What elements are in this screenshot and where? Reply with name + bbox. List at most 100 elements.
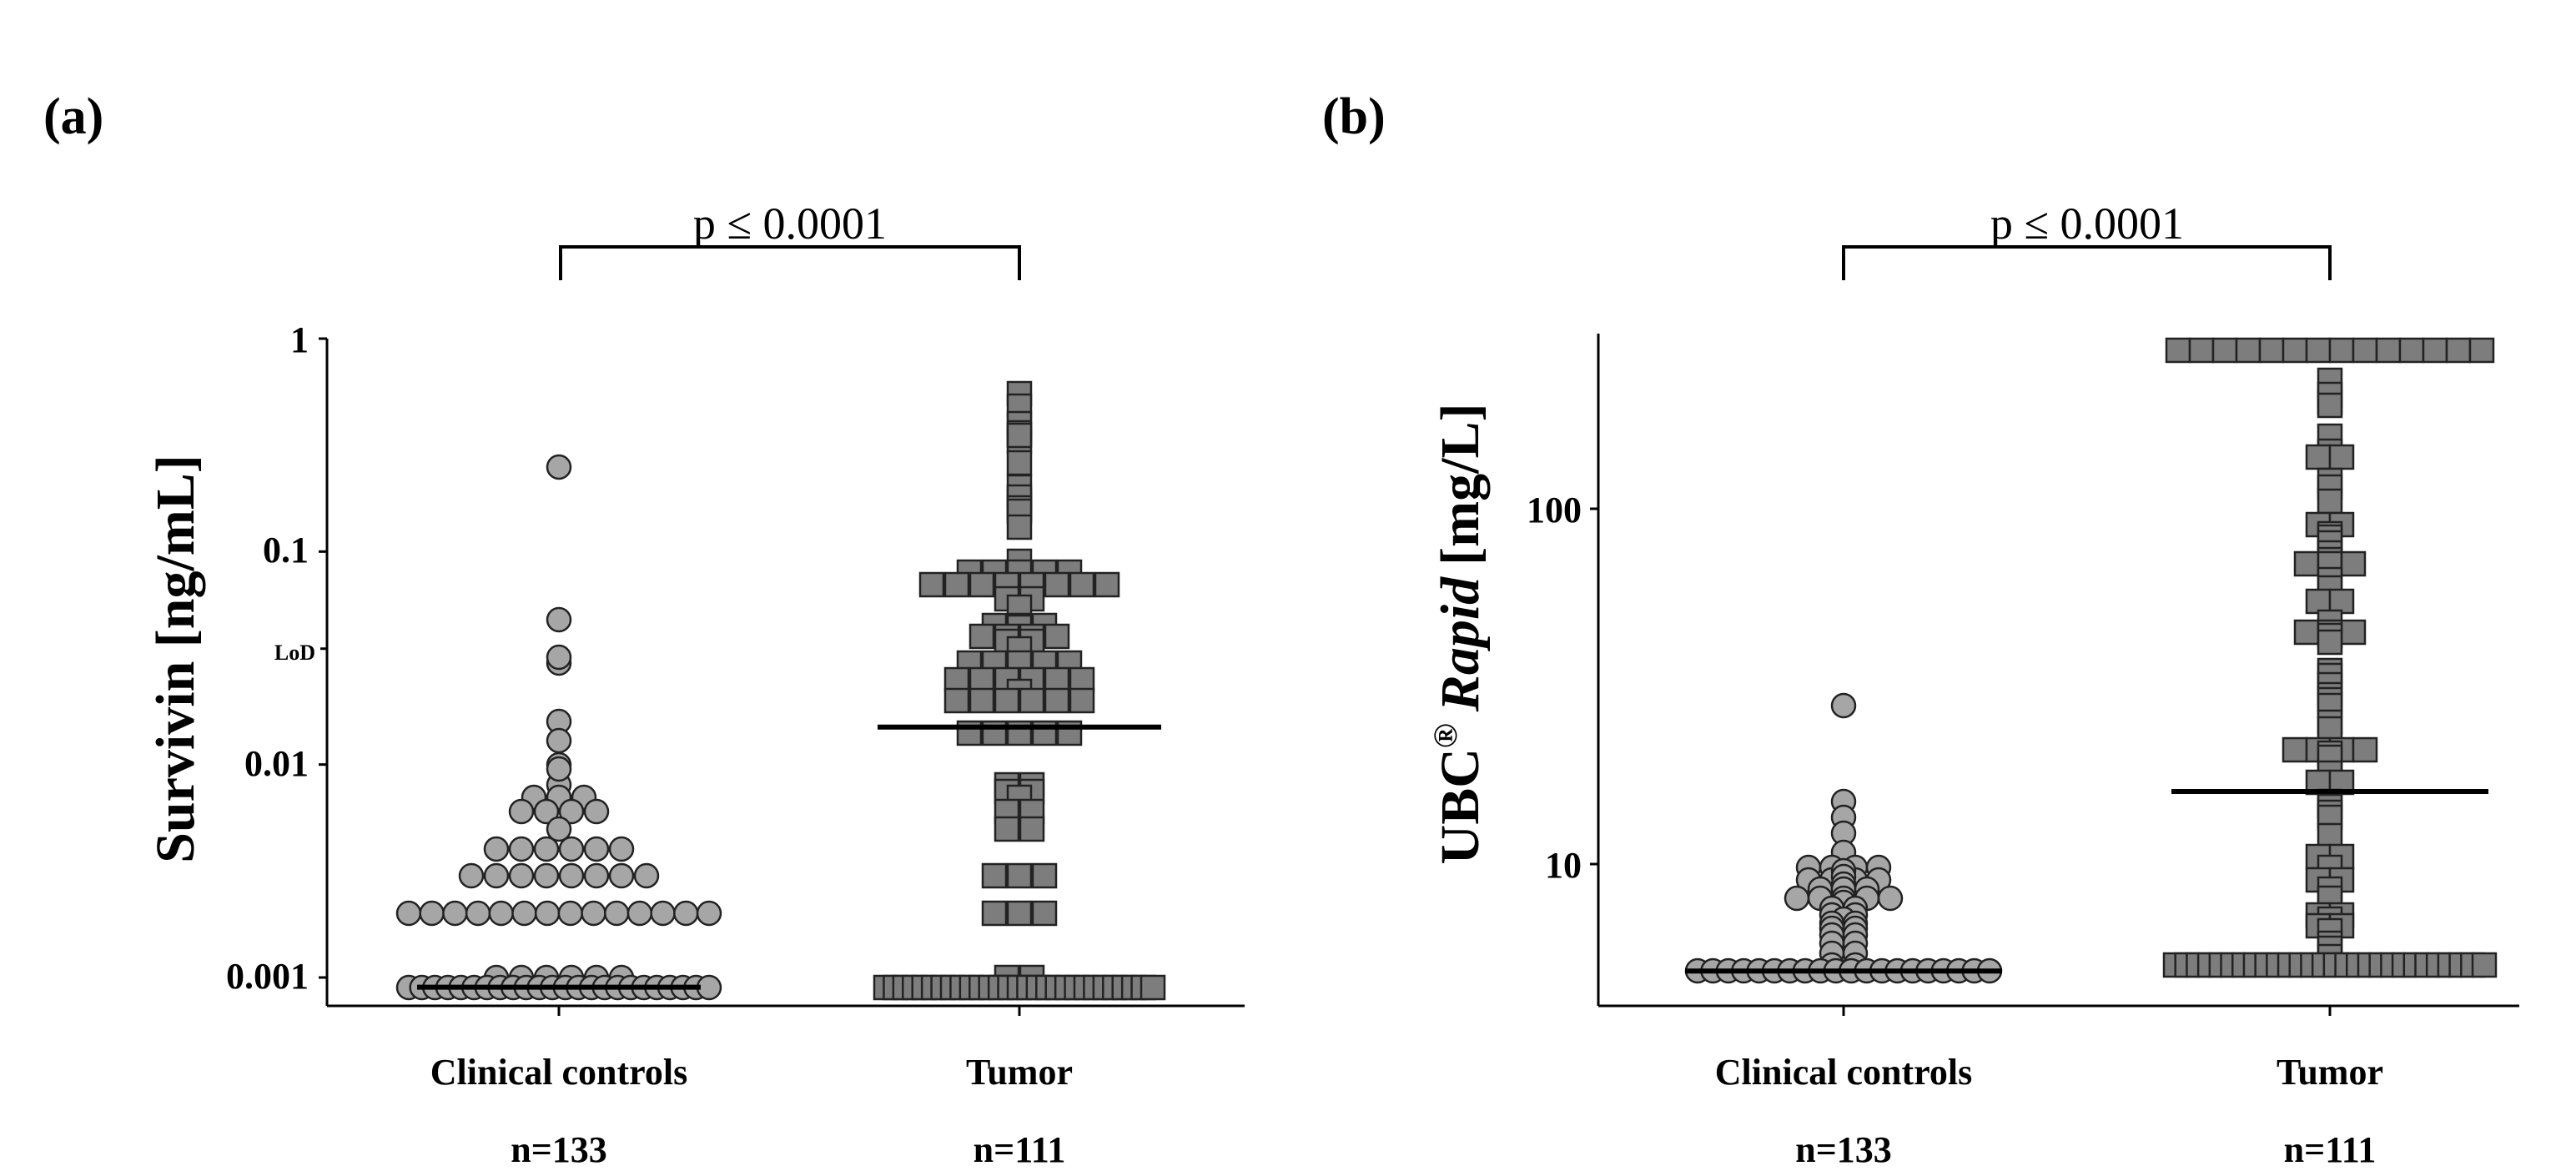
data-point-1-0-19 (1784, 885, 1810, 912)
data-point-1-1-0 (2165, 337, 2191, 364)
data-point-0-0-25 (508, 862, 535, 889)
data-point-0-1-34 (969, 623, 995, 650)
data-point-1-0-23 (1877, 885, 1904, 912)
y-tick-label-a-0-001: 0.001 (226, 956, 309, 997)
data-point-1-1-40 (2293, 619, 2320, 646)
data-point-0-0-13 (533, 798, 560, 825)
data-point-0-1-71 (994, 816, 1020, 842)
data-point-1-1-12 (2445, 337, 2472, 364)
data-point-0-0-44 (696, 900, 722, 927)
category-label-a-controls: Clinical controls (430, 1052, 687, 1093)
y-tick-label-b-10: 10 (1545, 845, 1582, 886)
data-point-0-0-14 (558, 798, 585, 825)
data-point-0-1-76 (981, 900, 1008, 927)
y-axis-label-b-main: UBC (1430, 748, 1491, 864)
data-point-0-0-24 (483, 862, 510, 889)
data-point-1-1-17 (2317, 392, 2343, 419)
data-point-0-1-53 (943, 687, 970, 714)
marks-b (1590, 337, 2498, 1016)
y-axis-label-b-unit: [mg/L] (1430, 404, 1491, 565)
data-point-1-1-53 (2282, 736, 2308, 763)
marks-a (319, 337, 1166, 1016)
data-point-0-0-28 (583, 862, 610, 889)
data-point-0-1-57 (1044, 687, 1070, 714)
significance-bracket-a (559, 245, 1021, 280)
data-point-0-0-34 (465, 900, 491, 927)
data-point-0-0-16 (546, 816, 572, 842)
significance-bracket-b (1842, 245, 2332, 280)
data-point-0-1-5 (1006, 422, 1033, 449)
data-point-0-0-17 (483, 836, 510, 862)
data-point-0-0-5 (546, 727, 572, 754)
data-point-0-0-39 (581, 900, 606, 927)
panel-a: (a) Survivin [ng/mL] 1 0.1 0.01 0.001 Lo… (43, 88, 1245, 1170)
data-point-0-0-0 (546, 454, 572, 480)
data-point-0-0-19 (533, 836, 560, 862)
n-label-a-tumor: n=111 (974, 1129, 1066, 1170)
data-point-0-0-18 (508, 836, 535, 862)
data-point-1-1-3 (2235, 337, 2262, 364)
y-tick-label-b-100: 100 (1527, 490, 1582, 530)
data-point-0-1-6 (1006, 450, 1033, 476)
y-axis-label-b: UBC® Rapid [mg/L] (1426, 404, 1491, 865)
lod-label: LoD (274, 641, 315, 665)
data-point-1-1-7 (2328, 337, 2355, 364)
data-point-0-1-21 (969, 571, 995, 598)
category-label-b-controls: Clinical controls (1715, 1052, 1972, 1093)
data-point-0-1-20 (943, 571, 970, 598)
data-point-0-1-75 (1031, 862, 1058, 889)
data-point-0-0-22 (608, 836, 635, 862)
data-point-0-1-73 (981, 862, 1008, 889)
data-point-0-0-29 (608, 862, 635, 889)
data-point-0-1-78 (1031, 900, 1058, 927)
data-point-0-0-30 (633, 862, 660, 889)
data-point-0-0-15 (583, 798, 610, 825)
data-point-0-0-21 (583, 836, 610, 862)
data-point-0-1-77 (1006, 900, 1033, 927)
data-point-0-1-55 (994, 687, 1020, 714)
data-point-1-1-1 (2188, 337, 2215, 364)
data-point-0-0-20 (558, 836, 585, 862)
data-point-1-1-11 (2422, 337, 2448, 364)
category-label-b-tumor: Tumor (2277, 1052, 2383, 1093)
data-point-0-1-74 (1006, 862, 1033, 889)
data-point-0-0-38 (557, 900, 584, 927)
data-point-0-1-12 (1006, 514, 1033, 540)
p-value-b: p ≤ 0.0001 (1990, 199, 2184, 249)
data-point-0-0-23 (458, 862, 485, 889)
panel-b: (b) UBC® Rapid [mg/L] 100 10 p ≤ 0.0001 Cl… (1322, 88, 2519, 1170)
data-point-0-0-41 (626, 900, 653, 927)
data-point-1-1-32 (2293, 550, 2320, 577)
data-point-1-1-44 (2317, 629, 2343, 656)
y-tick-label-a-0-01: 0.01 (244, 743, 309, 784)
data-point-0-0-74 (696, 974, 722, 1001)
panel-label-b: (b) (1322, 88, 1386, 145)
panel-label-a: (a) (43, 88, 103, 145)
data-point-0-0-37 (534, 900, 561, 927)
n-label-b-controls: n=133 (1795, 1129, 1892, 1170)
p-value-a: p ≤ 0.0001 (693, 199, 887, 249)
data-point-1-0-0 (1830, 692, 1857, 719)
data-point-0-1-19 (918, 571, 945, 598)
data-point-0-1-72 (1019, 816, 1045, 842)
data-point-1-1-34 (2340, 550, 2367, 577)
data-point-0-0-40 (603, 900, 630, 927)
y-tick-label-a-0-1: 0.1 (263, 530, 309, 570)
data-point-0-0-8 (546, 756, 572, 782)
data-point-0-0-36 (511, 900, 537, 927)
data-point-0-0-27 (558, 862, 585, 889)
data-point-1-1-66 (2317, 822, 2343, 849)
data-point-1-1-10 (2398, 337, 2425, 364)
data-point-0-0-43 (673, 900, 699, 927)
data-point-1-1-2 (2211, 337, 2238, 364)
data-point-0-1-47 (969, 666, 995, 693)
data-point-0-1-56 (1019, 687, 1045, 714)
data-point-0-0-33 (442, 900, 468, 927)
data-point-1-1-52 (2317, 716, 2343, 742)
data-point-0-0-35 (488, 900, 515, 927)
data-point-1-1-24 (2317, 488, 2343, 515)
data-point-1-1-6 (2305, 337, 2332, 364)
data-point-0-1-26 (1094, 571, 1120, 598)
data-point-0-1-37 (1044, 623, 1070, 650)
